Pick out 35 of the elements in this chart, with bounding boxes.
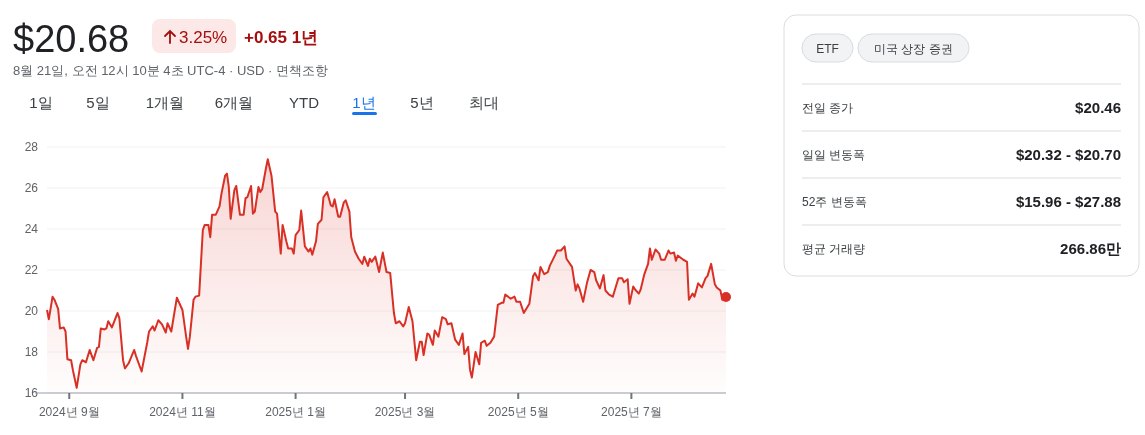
y-tick-label: 24: [24, 222, 39, 236]
x-tick-label: 2025년 7월: [601, 405, 662, 419]
y-tick-label: 22: [24, 263, 39, 277]
text: YTD: [289, 94, 320, 111]
text: 3.25%: [179, 28, 228, 47]
y-tick-label: 28: [24, 140, 39, 154]
text: 평균 거래량: [802, 242, 866, 256]
x-tick-label: 2025년 3월: [374, 405, 436, 419]
text: $20.32 - $20.70: [1015, 146, 1121, 163]
text: 52주 변동폭: [802, 195, 867, 209]
y-tick-label: 26: [24, 181, 39, 195]
y-tick-label: 20: [24, 304, 39, 318]
text: +0.65 1년: [244, 28, 319, 47]
text: 전일 종가: [802, 101, 854, 115]
text: 5일: [86, 94, 110, 111]
text: 미국 상장 증권: [874, 42, 953, 56]
x-tick-label: 2025년 1월: [265, 405, 326, 419]
x-tick-label: 2025년 5월: [487, 405, 549, 419]
x-tick-label: 2024년 9월: [38, 405, 100, 419]
x-tick-label: 2024년 11월: [149, 405, 216, 419]
text: 1년: [352, 94, 376, 111]
text: 6개월: [214, 94, 254, 111]
text: 1일: [29, 94, 53, 111]
text: ETF: [816, 42, 839, 56]
chart-subtitle: 8월 21일, 오전 12시 10분 4초 UTC-4 · USD · 면책조항: [13, 63, 328, 78]
chart-title: $20.68: [13, 18, 130, 60]
text: 5년: [410, 94, 434, 111]
text: 일일 변동폭: [802, 148, 866, 162]
text: 266.86만: [1060, 240, 1121, 257]
y-tick-label: 18: [24, 345, 39, 359]
text: 1개월: [145, 94, 185, 111]
text: $20.46: [1075, 99, 1121, 116]
y-tick-label: 16: [24, 386, 39, 400]
text: $15.96 - $27.88: [1015, 193, 1121, 210]
text: 최대: [469, 94, 499, 111]
